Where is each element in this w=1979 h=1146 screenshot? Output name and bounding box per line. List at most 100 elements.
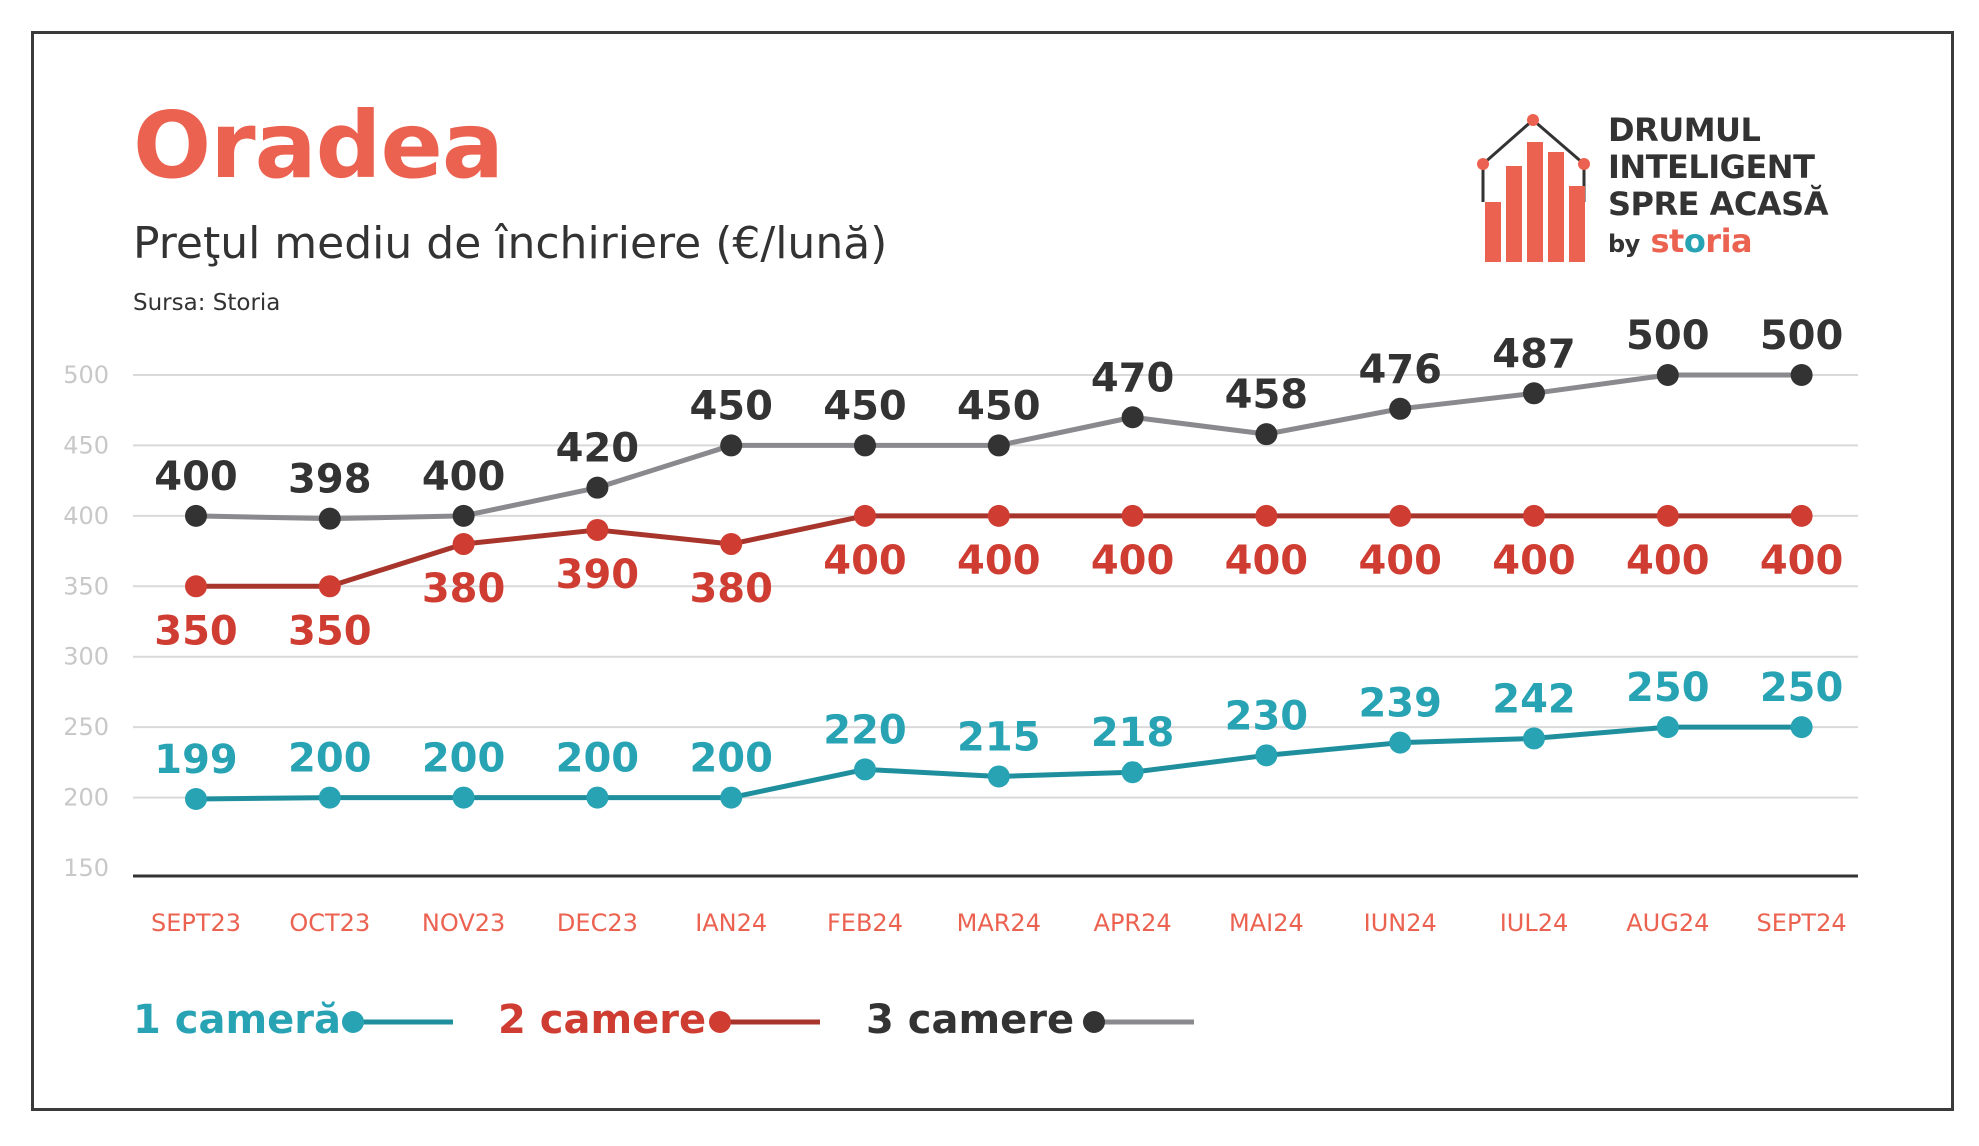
data-label: 398: [288, 457, 372, 503]
data-label: 242: [1492, 676, 1576, 722]
y-tick-label: 200: [63, 784, 109, 812]
data-point: [1790, 716, 1813, 739]
x-tick-label: FEB24: [827, 909, 903, 937]
series-3: 400 398 400 420 450 450 450 470 458 476 487 500 500: [154, 313, 1843, 530]
data-point: [1255, 744, 1278, 767]
x-tick-label: DEC23: [557, 909, 638, 937]
data-label: 476: [1358, 347, 1442, 393]
data-point: [452, 786, 475, 809]
brand-byline: by storia: [1608, 223, 1828, 263]
data-label: 458: [1225, 372, 1309, 418]
data-point: [1790, 364, 1813, 386]
legend-label: 1 cameră: [133, 997, 341, 1043]
y-tick-label: 500: [63, 361, 109, 389]
data-label: 487: [1492, 331, 1576, 377]
legend-item-3: 3 camere: [866, 997, 1194, 1043]
chart-series: 199 200 200 200 200 220 215 218 230 239 242 250 250 3…: [154, 313, 1843, 810]
y-tick-label: 450: [63, 431, 109, 459]
data-point: [1523, 727, 1545, 750]
x-tick-label: SEPT24: [1757, 909, 1847, 937]
data-label: 470: [1091, 355, 1175, 401]
storia-o: o: [1683, 222, 1706, 260]
data-label: 450: [957, 383, 1041, 429]
brand-by: by: [1608, 230, 1640, 258]
data-point: [1656, 504, 1679, 527]
data-point: [452, 533, 475, 556]
data-label: 350: [288, 608, 372, 654]
legend-label: 3 camere: [866, 997, 1074, 1043]
data-label: 400: [1091, 538, 1175, 584]
data-point: [720, 786, 743, 809]
data-label: 400: [957, 538, 1041, 584]
data-label: 239: [1358, 681, 1442, 727]
data-point: [1656, 364, 1679, 386]
data-label: 380: [422, 566, 506, 612]
brand-line-3: SPRE ACASĂ: [1608, 185, 1828, 223]
data-label: 218: [1091, 710, 1175, 756]
x-tick-label: IAN24: [695, 909, 767, 937]
y-tick-label: 250: [63, 713, 109, 741]
data-label: 400: [154, 454, 238, 500]
data-point: [987, 765, 1010, 788]
x-tick-label: OCT23: [289, 909, 370, 937]
data-label: 200: [288, 736, 372, 782]
data-label: 250: [1626, 665, 1710, 711]
chart-legend: 1 cameră 2 camere 3 camere: [133, 997, 1194, 1043]
chart-subtitle: Preţul mediu de închiriere (€/lună): [133, 218, 888, 269]
data-point: [854, 758, 876, 781]
legend-marker: [1083, 1011, 1105, 1033]
data-label: 400: [1358, 538, 1442, 584]
x-tick-label: AUG24: [1626, 909, 1709, 937]
data-label: 199: [154, 737, 238, 783]
data-label: 400: [1760, 538, 1844, 584]
legend-label: 2 camere: [498, 997, 706, 1043]
storia-prefix: st: [1650, 222, 1684, 260]
y-tick-label: 300: [63, 643, 109, 671]
data-point: [185, 575, 207, 598]
data-label: 215: [957, 714, 1041, 760]
data-point: [586, 786, 609, 809]
data-point: [1121, 761, 1144, 784]
data-label: 380: [689, 566, 773, 612]
x-tick-label: MAI24: [1229, 909, 1304, 937]
data-label: 500: [1626, 313, 1710, 359]
data-point: [586, 518, 609, 541]
series-1: 199 200 200 200 200 220 215 218 230 239 242 250 250: [154, 665, 1843, 810]
data-point: [1389, 397, 1412, 420]
data-point: [452, 504, 475, 527]
data-label: 450: [689, 383, 773, 429]
data-point: [318, 786, 341, 809]
data-label: 200: [422, 736, 506, 782]
data-point: [1523, 504, 1545, 527]
x-tick-label: NOV23: [422, 909, 505, 937]
legend-marker: [709, 1011, 731, 1033]
data-point: [1255, 504, 1278, 527]
data-point: [1389, 731, 1412, 754]
data-label: 400: [1492, 538, 1576, 584]
data-label: 390: [556, 552, 640, 598]
data-point: [1790, 504, 1813, 527]
source-note: Sursa: Storia: [133, 290, 281, 316]
data-label: 400: [823, 538, 907, 584]
y-tick-label: 350: [63, 572, 109, 600]
data-point: [854, 504, 876, 527]
data-point: [185, 504, 207, 527]
legend-marker: [342, 1011, 364, 1033]
data-label: 200: [689, 736, 773, 782]
data-point: [854, 434, 876, 457]
y-tick-label: 150: [63, 854, 109, 882]
data-point: [720, 434, 743, 457]
data-label: 200: [556, 736, 640, 782]
data-label: 500: [1760, 313, 1844, 359]
data-label: 400: [422, 454, 506, 500]
brand-line-1: DRUMUL: [1608, 111, 1761, 149]
data-point: [586, 476, 609, 499]
data-point: [1389, 504, 1412, 527]
data-label: 230: [1225, 693, 1309, 739]
brand-line-2: INTELIGENT: [1608, 148, 1815, 186]
data-point: [720, 533, 743, 556]
series-2: 350 350 380 390 380 400 400 400 400 400 400 400 400: [154, 504, 1844, 654]
data-point: [987, 434, 1010, 457]
storia-logo: storia: [1650, 222, 1752, 260]
